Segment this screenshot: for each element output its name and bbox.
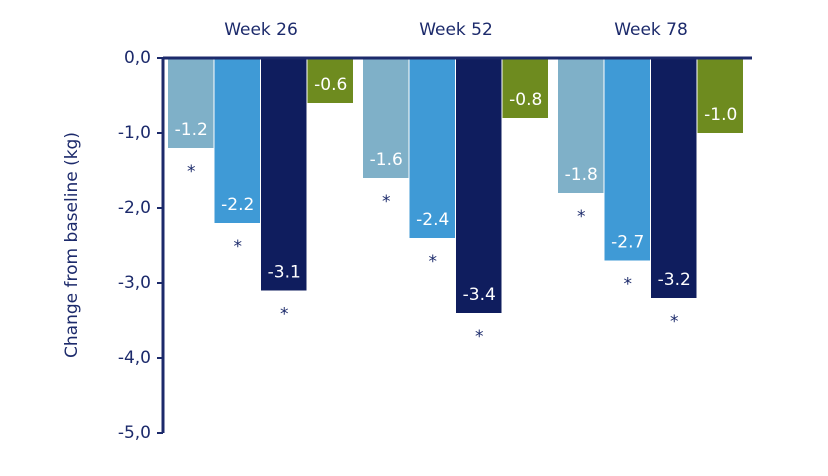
significance-marker: * bbox=[670, 312, 679, 332]
value-label: -1.2 bbox=[175, 120, 208, 140]
bar bbox=[363, 58, 409, 178]
significance-marker: * bbox=[382, 192, 391, 212]
bar bbox=[456, 58, 502, 313]
value-label: -2.7 bbox=[611, 233, 644, 253]
significance-marker: * bbox=[475, 327, 484, 347]
bar bbox=[214, 58, 260, 223]
significance-marker: * bbox=[234, 237, 243, 257]
y-axis-label: Change from baseline (kg) bbox=[62, 132, 82, 358]
significance-marker: * bbox=[429, 252, 438, 272]
bar bbox=[168, 58, 214, 148]
significance-marker: * bbox=[577, 207, 586, 227]
y-tick-label: -1,0 bbox=[118, 123, 151, 143]
significance-marker: * bbox=[624, 275, 633, 295]
category-label: Week 26 bbox=[224, 20, 298, 40]
bar bbox=[261, 58, 307, 291]
significance-marker: * bbox=[280, 305, 289, 325]
bar bbox=[651, 58, 697, 298]
bar bbox=[697, 58, 743, 133]
y-tick-label: -3,0 bbox=[118, 273, 151, 293]
value-label: -1.6 bbox=[370, 150, 403, 170]
value-label: -3.4 bbox=[463, 285, 496, 305]
value-label: -0.8 bbox=[509, 90, 542, 110]
y-tick-label: -4,0 bbox=[118, 348, 151, 368]
y-tick-label: -5,0 bbox=[118, 423, 151, 443]
significance-marker: * bbox=[187, 162, 196, 182]
value-label: -1.0 bbox=[704, 105, 737, 125]
y-tick-label: -2,0 bbox=[118, 198, 151, 218]
bar bbox=[502, 58, 548, 118]
value-label: -0.6 bbox=[314, 75, 347, 95]
bar bbox=[604, 58, 650, 261]
bar bbox=[409, 58, 455, 238]
category-label: Week 78 bbox=[614, 20, 688, 40]
category-label: Week 52 bbox=[419, 20, 493, 40]
value-label: -3.2 bbox=[658, 270, 691, 290]
value-label: -2.4 bbox=[416, 210, 449, 230]
bar bbox=[307, 58, 353, 103]
y-tick-label: 0,0 bbox=[124, 48, 151, 68]
value-label: -2.2 bbox=[221, 195, 254, 215]
value-label: -1.8 bbox=[565, 165, 598, 185]
bar bbox=[558, 58, 604, 193]
value-label: -3.1 bbox=[268, 263, 301, 283]
